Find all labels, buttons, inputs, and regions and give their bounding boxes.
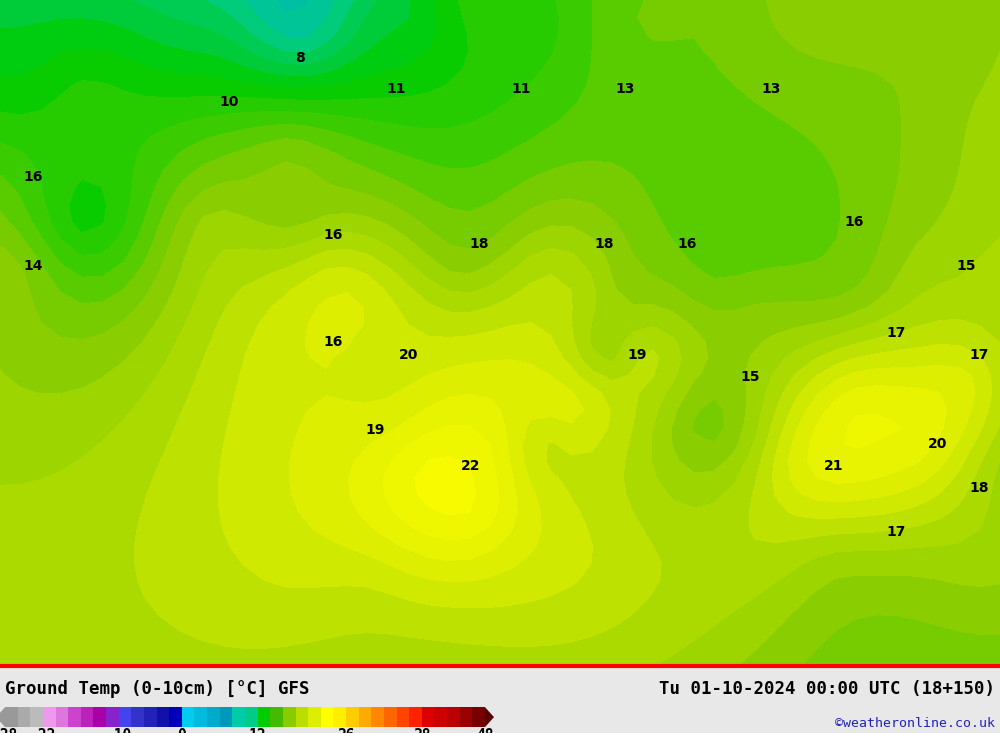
Text: 26: 26 bbox=[337, 728, 355, 733]
Text: 16: 16 bbox=[24, 171, 43, 185]
Bar bbox=[434, 707, 447, 727]
Bar bbox=[169, 707, 182, 727]
Text: 11: 11 bbox=[386, 82, 406, 96]
Text: 13: 13 bbox=[615, 82, 635, 96]
Bar bbox=[232, 707, 245, 727]
Bar bbox=[182, 707, 194, 727]
Bar bbox=[43, 707, 56, 727]
Text: -28: -28 bbox=[0, 728, 18, 733]
Bar bbox=[397, 707, 409, 727]
Bar bbox=[384, 707, 397, 727]
Bar bbox=[371, 707, 384, 727]
Text: 17: 17 bbox=[886, 325, 906, 340]
Bar bbox=[106, 707, 119, 727]
Bar bbox=[245, 707, 258, 727]
Bar bbox=[270, 707, 283, 727]
Bar bbox=[18, 707, 30, 727]
Text: 16: 16 bbox=[324, 335, 343, 349]
Text: 18: 18 bbox=[969, 481, 989, 495]
Bar bbox=[422, 707, 434, 727]
Bar bbox=[472, 707, 485, 727]
Bar bbox=[119, 707, 131, 727]
Bar bbox=[157, 707, 169, 727]
Text: ©weatheronline.co.uk: ©weatheronline.co.uk bbox=[835, 717, 995, 730]
Text: 17: 17 bbox=[886, 526, 906, 539]
Text: Tu 01-10-2024 00:00 UTC (18+150): Tu 01-10-2024 00:00 UTC (18+150) bbox=[659, 680, 995, 699]
Text: 20: 20 bbox=[928, 437, 947, 451]
Text: 11: 11 bbox=[511, 82, 531, 96]
Text: 19: 19 bbox=[628, 348, 647, 362]
Text: 13: 13 bbox=[761, 82, 781, 96]
Bar bbox=[30, 707, 43, 727]
Bar bbox=[194, 707, 207, 727]
Text: 10: 10 bbox=[219, 95, 239, 109]
Text: 15: 15 bbox=[957, 259, 976, 273]
Text: 14: 14 bbox=[24, 259, 43, 273]
Text: Ground Temp (0-10cm) [°C] GFS: Ground Temp (0-10cm) [°C] GFS bbox=[5, 680, 310, 699]
Text: 17: 17 bbox=[969, 348, 989, 362]
Text: 0: 0 bbox=[177, 728, 186, 733]
Bar bbox=[56, 707, 68, 727]
Text: 16: 16 bbox=[324, 228, 343, 242]
Text: 19: 19 bbox=[365, 424, 385, 438]
Bar bbox=[333, 707, 346, 727]
Bar bbox=[346, 707, 359, 727]
Text: 15: 15 bbox=[740, 370, 760, 384]
Text: 21: 21 bbox=[824, 459, 843, 473]
Text: 16: 16 bbox=[678, 237, 697, 251]
Bar bbox=[447, 707, 460, 727]
Bar bbox=[68, 707, 81, 727]
Text: 8: 8 bbox=[295, 51, 305, 65]
Text: 20: 20 bbox=[399, 348, 418, 362]
Text: -10: -10 bbox=[106, 728, 132, 733]
Text: 18: 18 bbox=[469, 237, 489, 251]
Bar bbox=[359, 707, 371, 727]
Bar bbox=[321, 707, 333, 727]
Polygon shape bbox=[485, 707, 494, 727]
Bar bbox=[207, 707, 220, 727]
Polygon shape bbox=[0, 707, 5, 727]
Bar bbox=[131, 707, 144, 727]
Text: 22: 22 bbox=[461, 459, 481, 473]
Bar bbox=[5, 707, 18, 727]
Text: 38: 38 bbox=[413, 728, 431, 733]
Text: 16: 16 bbox=[844, 215, 864, 229]
Bar bbox=[460, 707, 472, 727]
Bar bbox=[296, 707, 308, 727]
Text: -22: -22 bbox=[30, 728, 56, 733]
Bar bbox=[308, 707, 321, 727]
Bar bbox=[258, 707, 270, 727]
Text: 18: 18 bbox=[594, 237, 614, 251]
Text: 48: 48 bbox=[476, 728, 494, 733]
Bar bbox=[283, 707, 296, 727]
Text: 12: 12 bbox=[249, 728, 266, 733]
Bar bbox=[409, 707, 422, 727]
Bar bbox=[93, 707, 106, 727]
Bar bbox=[144, 707, 157, 727]
Bar bbox=[220, 707, 232, 727]
Bar bbox=[81, 707, 93, 727]
